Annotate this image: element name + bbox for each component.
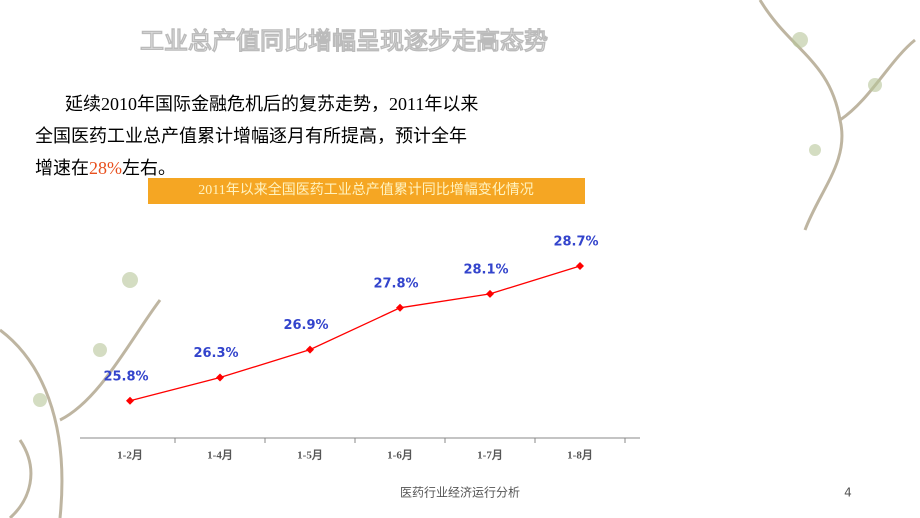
x-tick-label: 1-4月 <box>207 449 233 462</box>
x-tick-label: 1-8月 <box>567 449 593 462</box>
paragraph: 延续2010年国际金融危机后的复苏走势，2011年以来全国医药工业总产值累计增幅… <box>35 88 480 184</box>
page-number: 4 <box>844 486 852 500</box>
data-label: 28.1% <box>463 262 508 277</box>
data-marker <box>396 303 404 312</box>
data-label: 26.9% <box>283 318 328 333</box>
highlight: 28% <box>89 158 122 178</box>
data-marker <box>306 345 314 354</box>
chart-title-box <box>148 178 585 204</box>
footer-text: 医药行业经济运行分析 <box>400 485 520 500</box>
x-tick-label: 1-7月 <box>477 449 503 462</box>
data-label: 28.7% <box>553 234 598 249</box>
x-tick-label: 1-2月 <box>117 449 143 462</box>
data-label: 26.3% <box>193 346 238 361</box>
data-marker <box>126 396 134 405</box>
data-marker <box>486 289 494 298</box>
data-marker <box>576 261 584 270</box>
x-tick-label: 1-5月 <box>297 449 323 462</box>
data-marker <box>216 373 224 382</box>
leaf-decoration <box>33 32 882 407</box>
slide-title: 工业总产值同比增幅呈现逐步走高态势 <box>140 27 548 55</box>
chart-title: 2011年以来全国医药工业总产值累计同比增幅变化情况 <box>198 181 533 198</box>
x-tick-label: 1-6月 <box>387 449 413 462</box>
paragraph-text: 左右。 <box>122 158 176 178</box>
data-label: 27.8% <box>373 276 418 291</box>
data-line <box>129 265 581 402</box>
paragraph-text: 延续2010年国际金融危机后的复苏走势，2011年以来全国医药工业总产值累计增幅… <box>35 94 479 178</box>
data-label: 25.8% <box>103 369 148 384</box>
